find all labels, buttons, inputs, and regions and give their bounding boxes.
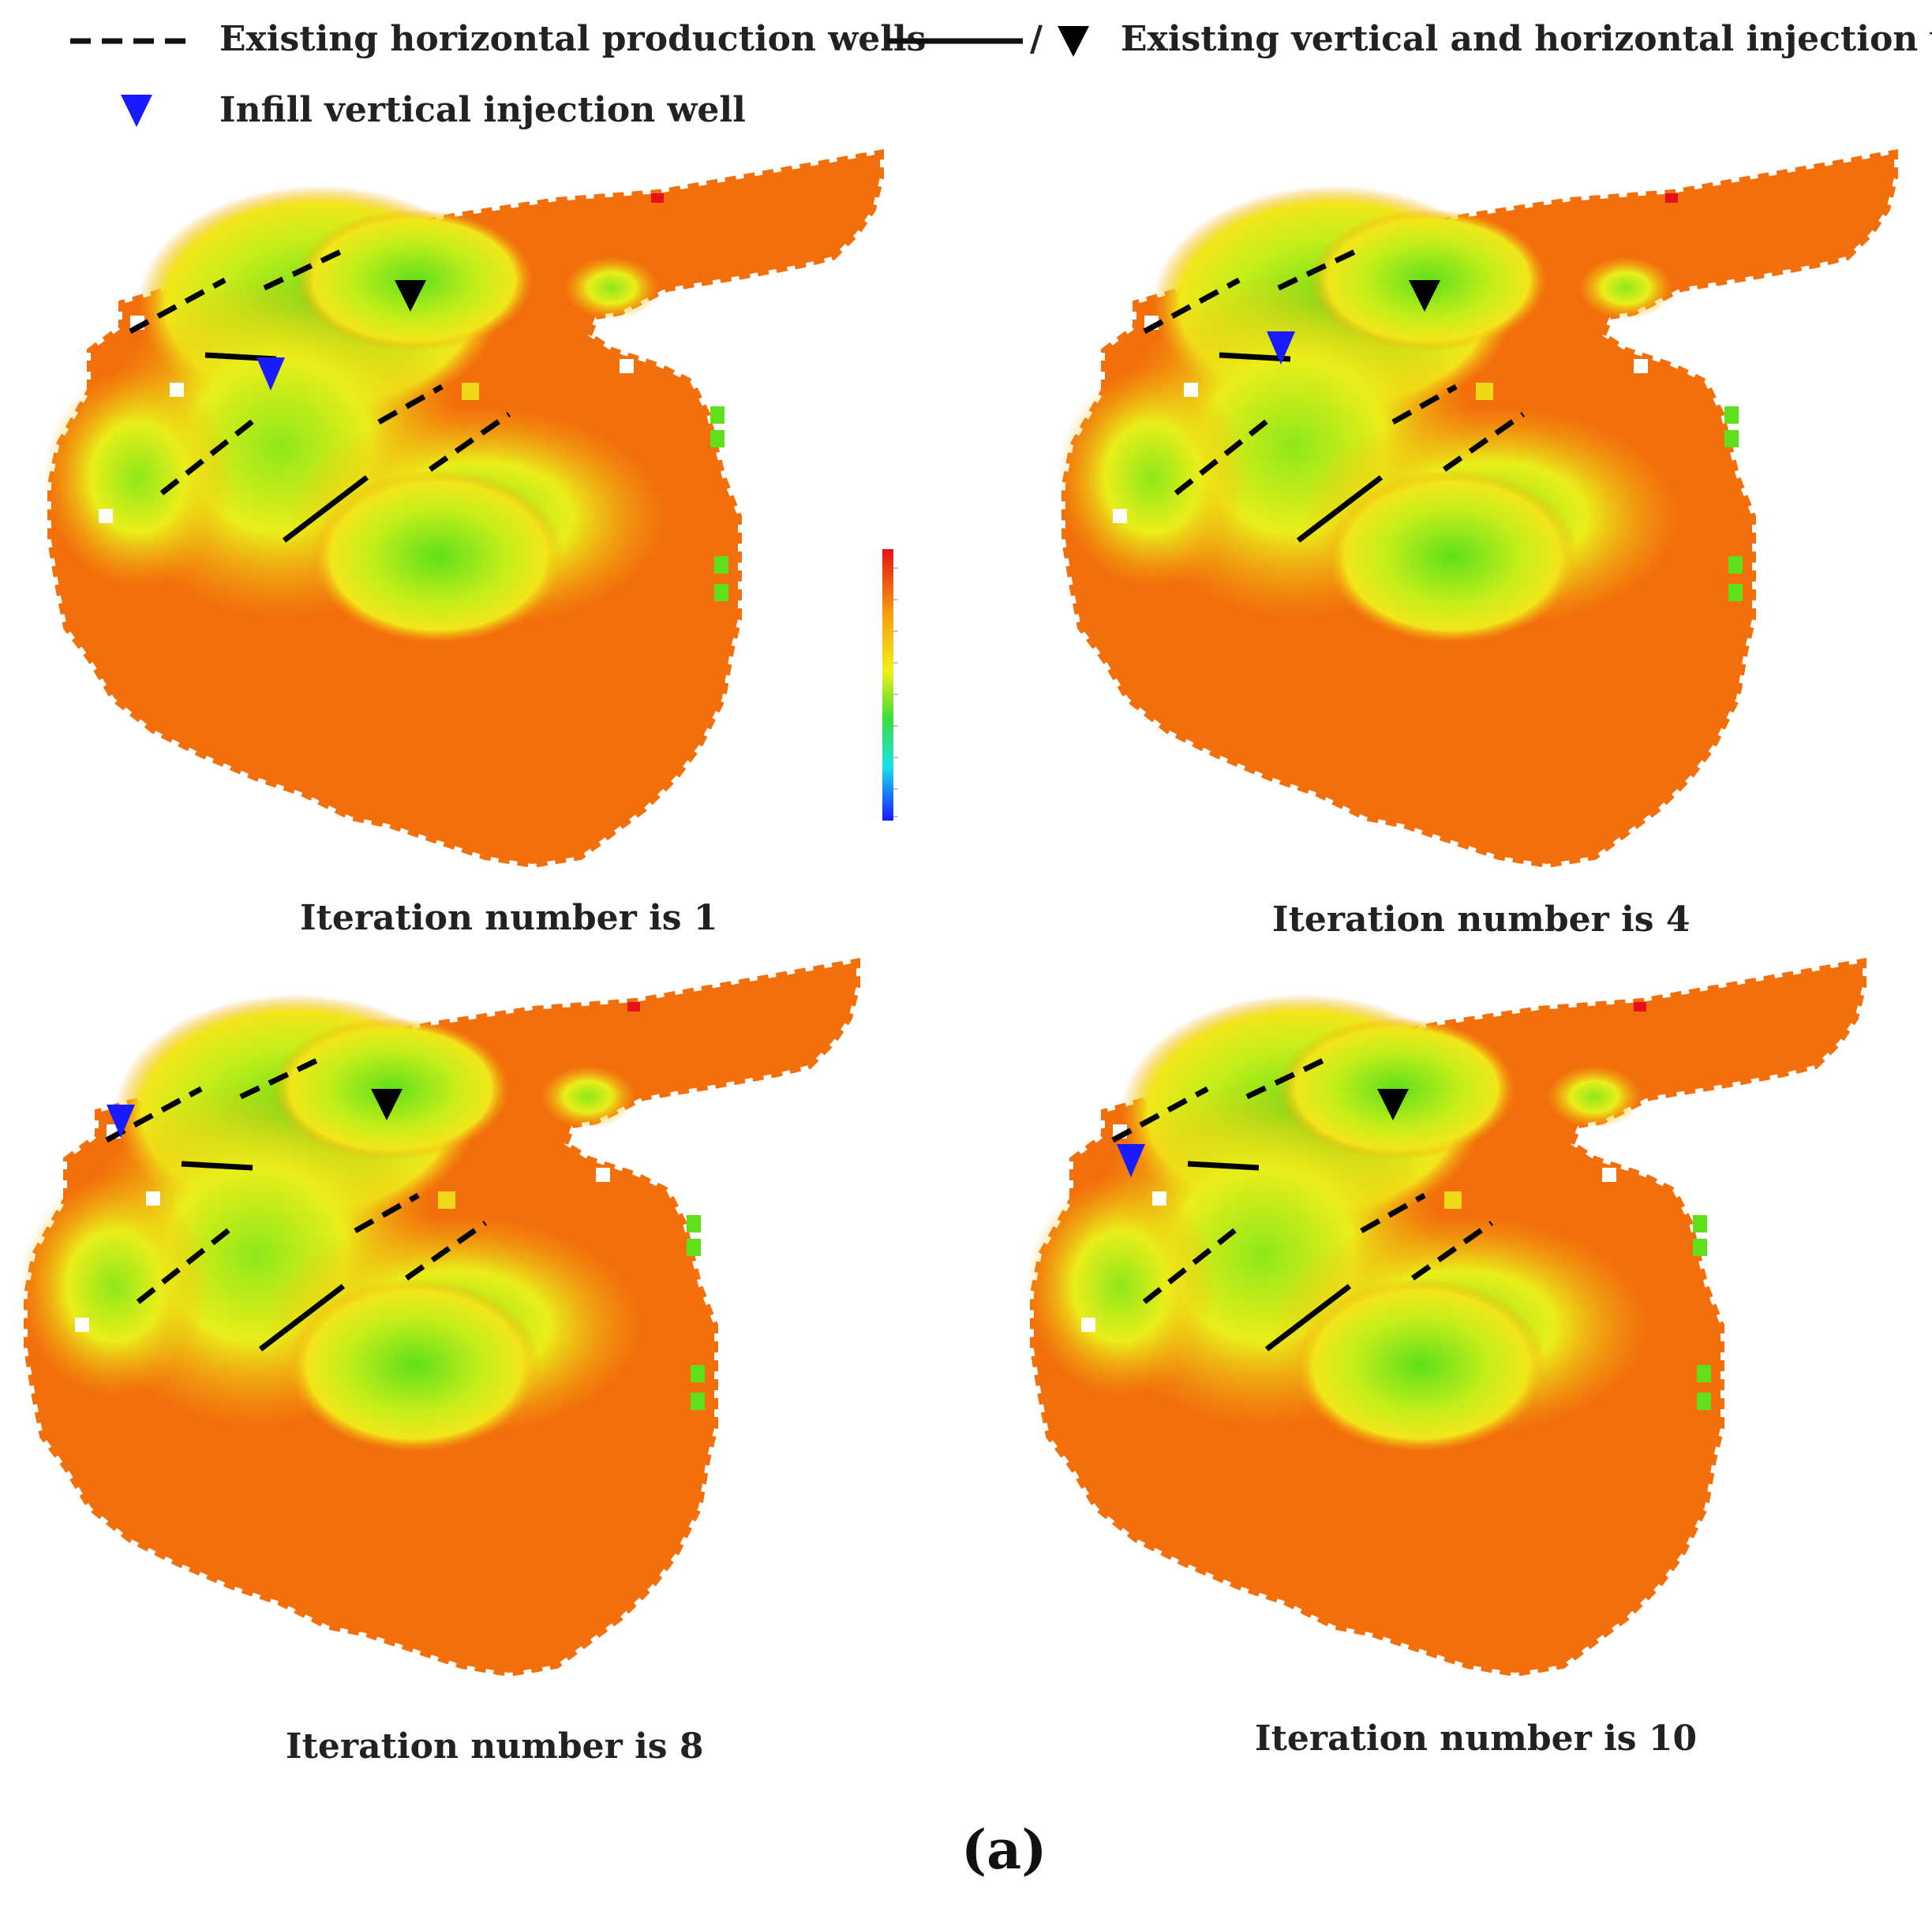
- grid-gap: [170, 383, 184, 397]
- production-well: [1410, 1221, 1494, 1281]
- production-well: [1277, 245, 1363, 291]
- panel-caption-8: Iteration number is 8: [286, 1726, 704, 1767]
- saturation-zone: [1547, 1065, 1642, 1128]
- horizontal-injection-well: [1296, 475, 1383, 543]
- production-well: [1360, 1192, 1426, 1234]
- infill-injection-well-icon: [1117, 1144, 1145, 1177]
- existing-injection-well-icon: [371, 1089, 402, 1120]
- reservoir-map: [43, 149, 884, 869]
- infill-injection-well-icon: [1267, 331, 1295, 365]
- horizontal-injection-well: [258, 1284, 346, 1352]
- legend-dashed-line-icon: [70, 38, 190, 44]
- horizontal-injection-well: [282, 475, 369, 543]
- legend-injection-wells-label: Existing vertical and horizontal injecti…: [1121, 19, 1932, 59]
- panel-caption-10: Iteration number is 10: [1255, 1718, 1698, 1759]
- infill-injection-well-icon: [107, 1105, 135, 1138]
- production-well: [1142, 1225, 1241, 1304]
- legend-infill-well-label: Infill vertical injection well: [219, 90, 746, 130]
- production-well: [136, 1225, 235, 1304]
- map-panel-iteration-4: [1058, 146, 1910, 880]
- grid-gap: [75, 1318, 89, 1332]
- saturation-zone: [1578, 256, 1673, 320]
- grid-gap: [1634, 359, 1648, 373]
- production-well: [1245, 1054, 1331, 1100]
- production-well: [428, 412, 511, 472]
- reservoir-map: [1058, 149, 1898, 869]
- production-well: [159, 416, 259, 496]
- infill-injection-well-icon: [256, 357, 285, 391]
- existing-injection-well-icon: [1377, 1089, 1409, 1120]
- saturation-zone: [1058, 367, 1247, 588]
- existing-injection-well-icon: [1409, 280, 1440, 312]
- production-well: [1391, 383, 1458, 425]
- grid-gap: [1184, 383, 1198, 397]
- grid-gap: [1113, 509, 1127, 523]
- reservoir-map: [20, 958, 860, 1677]
- production-well: [239, 1054, 325, 1100]
- grid-gap: [146, 1191, 160, 1206]
- grid-gap: [1081, 1318, 1095, 1332]
- grid-gap: [1602, 1168, 1616, 1182]
- existing-injection-well-icon: [395, 280, 426, 312]
- production-well: [1143, 277, 1241, 335]
- grid-gap: [1152, 1191, 1166, 1206]
- saturation-zone: [43, 367, 233, 588]
- saturation-zone: [20, 1176, 209, 1397]
- saturation-zone: [288, 1278, 541, 1452]
- grid-gap: [620, 359, 634, 373]
- production-well: [129, 277, 227, 335]
- saturation-zone: [541, 1065, 635, 1128]
- panel-caption-1: Iteration number is 1: [300, 898, 718, 938]
- production-well: [354, 1192, 420, 1234]
- saturation-zone: [1026, 1176, 1215, 1397]
- production-well: [1111, 1086, 1209, 1143]
- horizontal-injection-well: [1264, 1284, 1352, 1352]
- production-well: [404, 1221, 488, 1281]
- saturation-zone: [312, 469, 564, 643]
- horizontal-injection-well: [1187, 1161, 1260, 1171]
- legend-solid-line-icon: [887, 38, 1023, 44]
- grid-gap: [596, 1168, 610, 1182]
- legend-blue-triangle-icon: [121, 95, 152, 127]
- horizontal-injection-well: [181, 1161, 253, 1171]
- legend-black-triangle-icon: [1058, 26, 1089, 57]
- grid-gap: [99, 509, 113, 523]
- figure-label: (a): [961, 1819, 1047, 1882]
- reservoir-map: [1026, 958, 1866, 1677]
- production-well: [1442, 412, 1526, 472]
- panel-caption-4: Iteration number is 4: [1272, 899, 1690, 940]
- colorbar: [882, 549, 898, 821]
- saturation-zone: [1294, 1278, 1547, 1452]
- map-panel-iteration-10: [1026, 955, 1878, 1688]
- production-well: [263, 245, 349, 291]
- map-panel-iteration-8: [20, 955, 872, 1688]
- saturation-zone: [564, 256, 659, 320]
- saturation-zone: [1326, 469, 1578, 643]
- production-well: [1174, 416, 1273, 496]
- production-well: [377, 383, 444, 425]
- map-panel-iteration-1: [43, 146, 896, 880]
- legend-production-wells-label: Existing horizontal production wells: [219, 19, 927, 59]
- legend-separator: /: [1030, 19, 1043, 59]
